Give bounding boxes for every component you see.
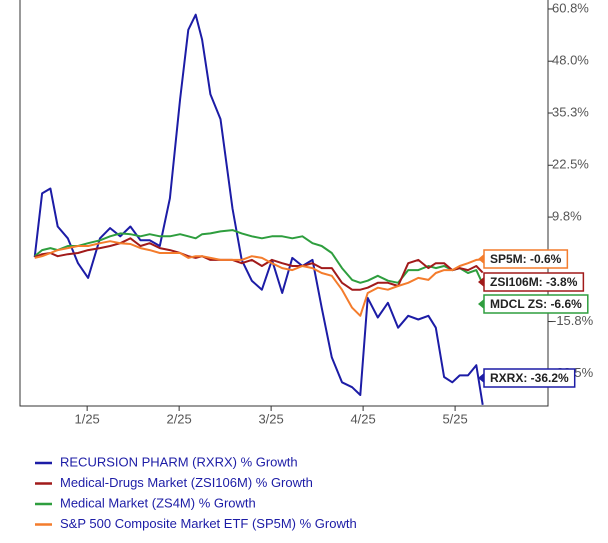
legend-label: Medical Market (ZS4M) % Growth <box>60 495 256 510</box>
end-label: ZSI106M: -3.8% <box>478 272 585 292</box>
y-tick-label: -15.8% <box>552 313 594 328</box>
x-tick-label: 3/25 <box>258 411 283 426</box>
end-label-pointer <box>478 254 484 264</box>
end-label-pointer <box>478 277 484 287</box>
x-tick-label: 1/25 <box>74 411 99 426</box>
end-label: SP5M: -0.6% <box>478 249 569 269</box>
y-tick-label: 9.8% <box>552 209 582 224</box>
legend-label: S&P 500 Composite Market ETF (SP5M) % Gr… <box>60 516 357 531</box>
end-label-text: SP5M: -0.6% <box>490 252 562 266</box>
legend-label: Medical-Drugs Market (ZSI106M) % Growth <box>60 475 313 490</box>
end-label: MDCL ZS: -6.6% <box>478 294 589 314</box>
end-label-text: MDCL ZS: -6.6% <box>490 297 582 311</box>
end-label: RXRX: -36.2% <box>478 368 576 388</box>
end-label-text: RXRX: -36.2% <box>490 371 569 385</box>
y-tick-label: 48.0% <box>552 53 589 68</box>
x-tick-label: 2/25 <box>166 411 191 426</box>
series-line <box>33 13 484 405</box>
end-label-pointer <box>478 299 484 309</box>
y-tick-label: 35.3% <box>552 104 589 119</box>
end-label-text: ZSI106M: -3.8% <box>490 275 578 289</box>
y-tick-label: 22.5% <box>552 157 589 172</box>
end-label-pointer <box>478 373 484 383</box>
series-line <box>34 237 484 291</box>
plot-frame <box>19 0 549 407</box>
y-tick-label: 60.8% <box>552 0 589 15</box>
series-line <box>34 229 484 285</box>
x-tick-label: 5/25 <box>442 411 467 426</box>
x-tick-label: 4/25 <box>350 411 375 426</box>
legend-label: RECURSION PHARM (RXRX) % Growth <box>60 454 298 469</box>
series-line <box>34 240 483 317</box>
